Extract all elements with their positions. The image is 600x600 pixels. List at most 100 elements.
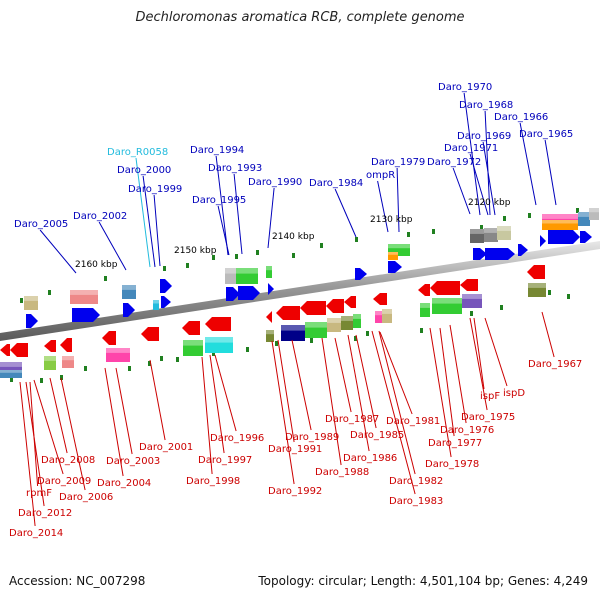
reverse-gene-arrow [276,306,300,320]
feature-block [327,318,341,332]
feature-block [183,340,203,356]
leader-line [334,337,352,413]
gene-label: Daro_2006 [59,492,113,503]
gene-label: Daro_1969 [457,131,511,142]
leader-line [519,122,537,206]
tick-mark [528,213,531,218]
gene-label: Daro_1976 [440,425,494,436]
feature-block [382,309,392,323]
forward-gene-arrow [238,286,260,300]
leader-line [484,317,508,387]
tick-mark [420,328,423,333]
tick-mark [275,341,278,346]
leader-line [544,139,557,206]
reverse-gene-arrow [300,301,326,315]
leader-line [98,221,127,271]
gene-label: Daro_2005 [14,219,68,230]
feature-block-highlight [0,370,22,373]
feature-block [44,356,56,370]
gene-label: Daro_1975 [461,412,515,423]
feature-block [388,252,398,260]
feature-block-highlight [432,298,462,304]
leader-line [377,180,389,233]
reverse-gene-arrow [344,296,356,308]
leader-line [347,334,370,452]
feature-block [70,290,98,304]
feature-block-highlight [484,228,498,233]
forward-gene-arrow [72,308,100,322]
forward-gene-arrow [355,268,367,280]
leader-line [321,337,342,466]
forward-gene-arrow [388,261,402,273]
gene-features [0,208,599,378]
reverse-gene-arrow [430,281,460,295]
leader-line [449,324,467,424]
feature-block-highlight [24,296,38,301]
feature-block [578,212,590,226]
feature-block-highlight [497,226,511,231]
leader-line [135,157,151,268]
gene-label: Daro_1990 [248,177,302,188]
gene-label: Daro_2012 [18,508,72,519]
tick-mark [48,290,51,295]
gene-label: Daro_1994 [190,145,244,156]
gene-label: Daro_2014 [9,528,63,539]
reverse-gene-arrow [373,293,387,305]
forward-gene-arrow [518,244,528,256]
feature-block [0,370,22,378]
leader-line [271,340,295,485]
tick-mark [128,366,131,371]
gene-label: Daro_1981 [386,416,440,427]
gene-label: Daro_1995 [192,195,246,206]
reverse-gene-arrow [60,338,72,352]
leader-line [469,317,488,411]
leader-line [379,331,413,415]
reverse-gene-arrow [141,327,159,341]
reverse-gene-arrow [326,299,344,313]
gene-label: Daro_2003 [106,456,160,467]
gene-label: Daro_1972 [427,157,481,168]
leader-line [378,330,416,475]
gene-label: ompR [366,170,395,181]
feature-block-highlight [589,208,599,213]
feature-block [470,229,484,243]
reverse-gene-arrow [182,321,200,335]
feature-block-highlight [153,300,159,304]
tick-mark [355,237,358,242]
scale-label: 2130 kbp [370,215,413,225]
tick-mark [186,263,189,268]
forward-gene-arrow [123,303,135,317]
page-title: Dechloromonas aromatica RCB, complete ge… [135,10,465,25]
feature-block-highlight [388,244,410,249]
forward-gene-arrow [548,230,580,244]
scale-label: 2150 kbp [174,246,217,256]
reverse-gene-arrow [44,340,56,352]
forward-gene-arrow [540,235,546,247]
gene-label: ispD [503,388,525,399]
gene-label: Daro_1983 [389,496,443,507]
leader-line [429,327,452,458]
feature-block-highlight [375,311,383,316]
gene-label: Daro_1966 [494,112,548,123]
reverse-gene-arrow [527,265,545,279]
leader-line [233,173,243,255]
leader-line [49,377,68,454]
tick-mark [148,361,151,366]
feature-block-highlight [62,356,74,361]
tick-mark [500,305,503,310]
tick-mark [10,377,13,382]
feature-block-highlight [183,340,203,346]
forward-gene-arrow [485,248,515,260]
gene-label: Daro_2001 [139,442,193,453]
leader-line [482,141,496,216]
tick-mark [292,253,295,258]
leader-line [396,167,400,233]
tick-mark [503,216,506,221]
reverse-gene-arrow [418,284,430,296]
reverse-gene-arrow [10,343,28,357]
reverse-gene-arrow [102,331,116,345]
gene-label: Daro_R0058 [107,147,168,158]
tick-mark [256,250,259,255]
topology-text: Topology: circular; Length: 4,501,104 bp… [258,574,588,588]
